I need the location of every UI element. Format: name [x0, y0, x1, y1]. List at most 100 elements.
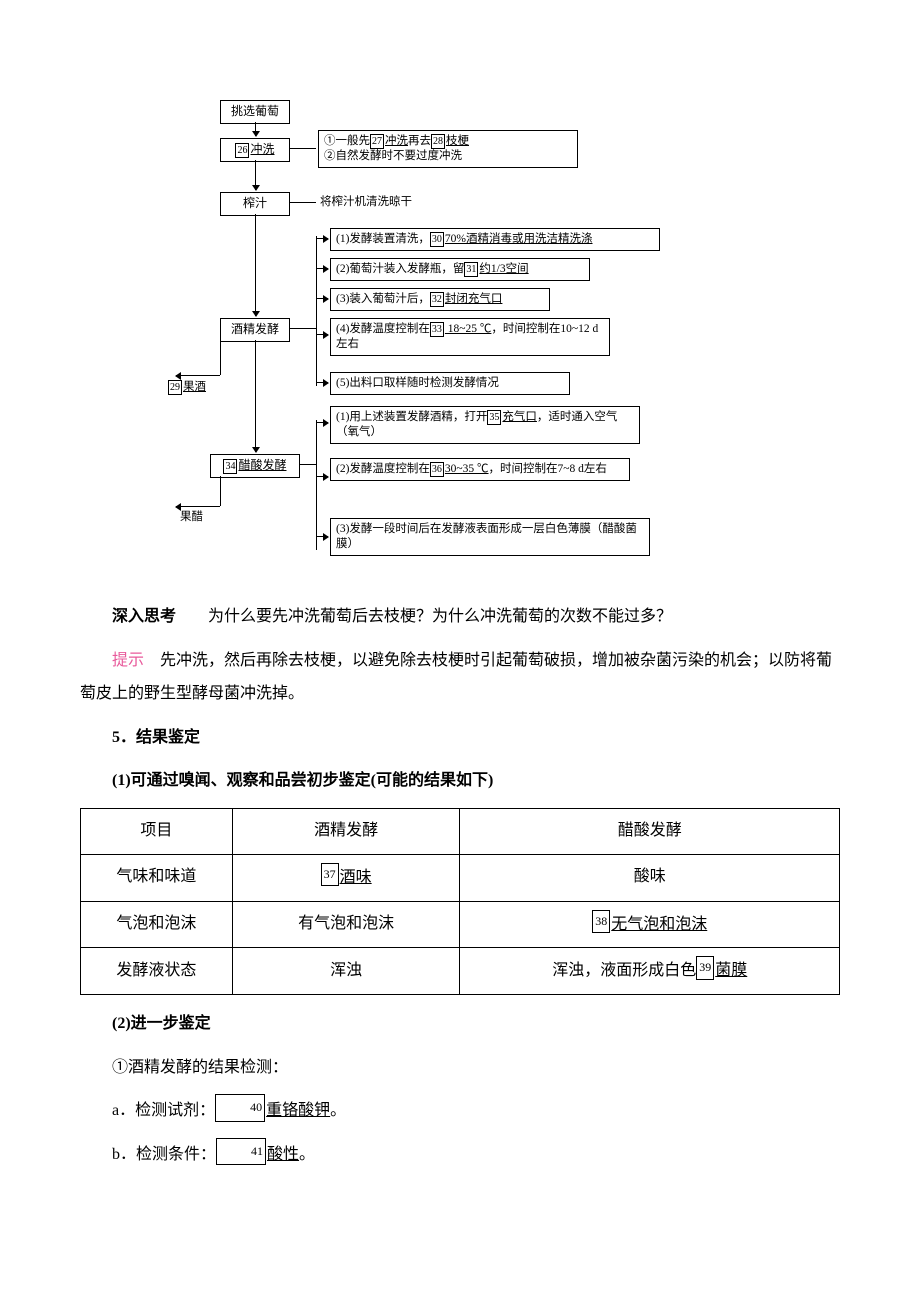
flowchart: 挑选葡萄 26冲洗 榨汁 酒精发酵 34醋酸发酵 29果酒 果醋 ①一般先27冲… — [190, 100, 730, 580]
t: 浑浊，液面形成白色 — [552, 962, 696, 979]
arrow — [290, 148, 316, 149]
table-row: 发酵液状态 浑浊 浑浊，液面形成白色39菌膜 — [81, 948, 840, 995]
result-table: 项目 酒精发酵 醋酸发酵 气味和味道 37酒味 酸味 气泡和泡沫 有气泡和泡沫 … — [80, 808, 840, 995]
sub-2-a: a．检测试剂：40重铬酸钾。 — [80, 1094, 840, 1128]
node-alcohol-ferment: 酒精发酵 — [220, 318, 290, 342]
cell: 发酵液状态 — [81, 948, 233, 995]
arrow — [316, 238, 328, 239]
t: 冲洗 — [385, 135, 408, 147]
hint-label: 提示 — [112, 652, 144, 669]
num-32: 32 — [430, 292, 444, 307]
num-41: 41 — [216, 1138, 266, 1165]
t: (3)装入葡萄汁后， — [336, 293, 430, 305]
t: (4)发酵温度控制在 — [336, 323, 430, 335]
note-fa5: (5)出料口取样随时检测发酵情况 — [330, 372, 570, 395]
t: 再去 — [408, 135, 431, 147]
note-fa4: (4)发酵温度控制在33 18~25 ℃，时间控制在10~12 d左右 — [330, 318, 610, 356]
cell: 37酒味 — [232, 854, 460, 901]
think-q: 为什么要先冲洗葡萄后去枝梗？为什么冲洗葡萄的次数不能过多？ — [176, 608, 672, 625]
node-rinse-label: 冲洗 — [250, 142, 274, 156]
arrow — [300, 464, 316, 465]
t: a．检测试剂： — [112, 1102, 215, 1119]
cell: 酸味 — [460, 854, 840, 901]
arrow — [316, 536, 328, 537]
t: 酒味 — [340, 869, 372, 886]
num-33: 33 — [430, 322, 444, 337]
note-fa3: (3)装入葡萄汁后，32封闭充气口 — [330, 288, 550, 311]
t: ，时间控制在7~8 d左右 — [489, 463, 607, 475]
sub-2-b: b．检测条件：41酸性。 — [80, 1138, 840, 1172]
t: (1)发酵装置清洗， — [336, 233, 430, 245]
t: 封闭充气口 — [445, 293, 503, 305]
cell: 气味和味道 — [81, 854, 233, 901]
arrow — [316, 422, 328, 423]
bracket-line — [316, 236, 317, 386]
t: 菌膜 — [715, 962, 747, 979]
cell: 浑浊，液面形成白色39菌膜 — [460, 948, 840, 995]
t: ②自然发酵时不要过度冲洗 — [324, 150, 462, 162]
t: (1)用上述装置发酵酒精，打开 — [336, 411, 487, 423]
t: 。 — [330, 1102, 346, 1119]
output-wine-label: 果酒 — [183, 381, 206, 393]
t: 无气泡和泡沫 — [611, 916, 707, 933]
output-vinegar: 果醋 — [180, 510, 203, 525]
sub-2: (2)进一步鉴定 — [80, 1007, 840, 1041]
th-item: 项目 — [81, 808, 233, 854]
think-hint: 提示 先冲洗，然后再除去枝梗，以避免除去枝梗时引起葡萄破损，增加被杂菌污染的机会… — [80, 644, 840, 711]
note-fa1: (1)发酵装置清洗，3070%酒精消毒或用洗洁精洗涤 — [330, 228, 660, 251]
t: 30~35 ℃ — [445, 463, 489, 475]
t: 重铬酸钾 — [266, 1102, 330, 1119]
t: 70%酒精消毒或用洗洁精洗涤 — [445, 233, 593, 245]
note-fa2: (2)葡萄汁装入发酵瓶，留31约1/3空间 — [330, 258, 590, 281]
arrow — [316, 476, 328, 477]
table-row: 项目 酒精发酵 醋酸发酵 — [81, 808, 840, 854]
arrow — [255, 122, 256, 136]
section-5: 5．结果鉴定 — [80, 721, 840, 755]
arrow — [255, 214, 256, 316]
think-label: 深入思考 — [112, 608, 176, 625]
t: b．检测条件： — [112, 1146, 216, 1163]
t: 枝梗 — [446, 135, 469, 147]
line — [220, 476, 221, 506]
node-acetic-ferment: 34醋酸发酵 — [210, 454, 300, 478]
num-29: 29 — [168, 380, 182, 395]
cell: 浑浊 — [232, 948, 460, 995]
arrow — [316, 334, 328, 335]
node-select-grape: 挑选葡萄 — [220, 100, 290, 124]
node-rinse: 26冲洗 — [220, 138, 290, 162]
cell: 有气泡和泡沫 — [232, 901, 460, 948]
t: 18~25 ℃ — [445, 323, 491, 335]
num-38: 38 — [592, 910, 610, 934]
table-row: 气味和味道 37酒味 酸味 — [81, 854, 840, 901]
arrow — [255, 160, 256, 190]
node-acetic-label: 醋酸发酵 — [238, 458, 286, 472]
arrow — [316, 298, 328, 299]
hint-text: 先冲洗，然后再除去枝梗，以避免除去枝梗时引起葡萄破损，增加被杂菌污染的机会；以防… — [80, 652, 832, 703]
num-27: 27 — [370, 134, 384, 149]
arrow — [176, 506, 220, 507]
line — [220, 340, 221, 375]
num-36: 36 — [430, 462, 444, 477]
arrow — [290, 202, 316, 203]
node-juice: 榨汁 — [220, 192, 290, 216]
num-30: 30 — [430, 232, 444, 247]
arrow — [176, 375, 220, 376]
th-alcohol: 酒精发酵 — [232, 808, 460, 854]
t: (2)葡萄汁装入发酵瓶，留 — [336, 263, 464, 275]
num-35: 35 — [487, 410, 501, 425]
arrow — [255, 340, 256, 452]
output-wine: 29果酒 — [168, 380, 206, 395]
t: 充气口 — [502, 411, 537, 423]
note-fb2: (2)发酵温度控制在3630~35 ℃，时间控制在7~8 d左右 — [330, 458, 630, 481]
bracket-line — [316, 420, 317, 550]
note-rinse: ①一般先27冲洗再去28枝梗 ②自然发酵时不要过度冲洗 — [318, 130, 578, 168]
num-28: 28 — [431, 134, 445, 149]
note-fb3: (3)发酵一段时间后在发酵液表面形成一层白色薄膜（醋酸菌膜） — [330, 518, 650, 556]
sub-1: (1)可通过嗅闻、观察和品尝初步鉴定(可能的结果如下) — [80, 764, 840, 798]
num-39: 39 — [696, 956, 714, 980]
arrow — [290, 328, 316, 329]
num-37: 37 — [321, 863, 339, 887]
note-fb1: (1)用上述装置发酵酒精，打开35充气口，适时通入空气（氧气） — [330, 406, 640, 444]
t: (2)发酵温度控制在 — [336, 463, 430, 475]
cell: 38无气泡和泡沫 — [460, 901, 840, 948]
